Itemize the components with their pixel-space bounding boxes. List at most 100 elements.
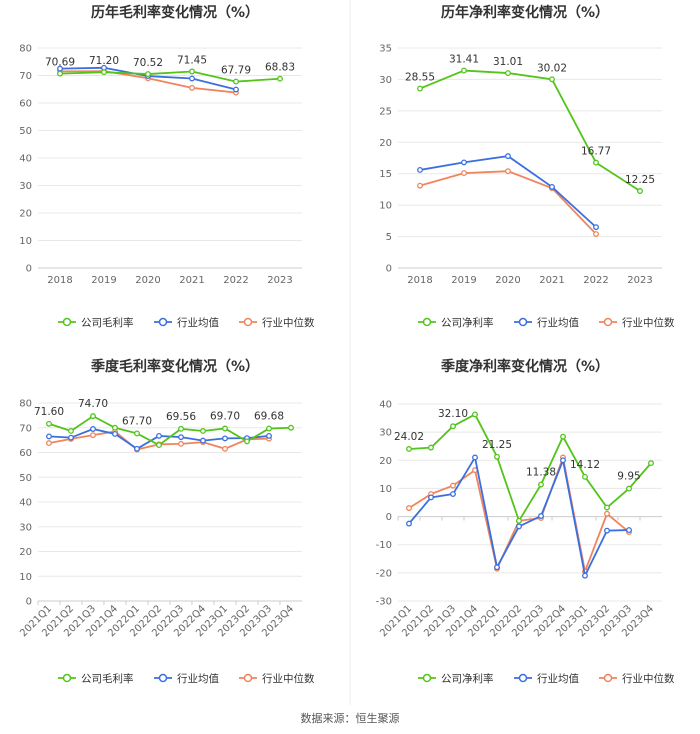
data-point (450, 423, 456, 430)
legend-item-industry_avg: 行业均值 (514, 316, 579, 329)
data-point (494, 453, 500, 460)
data-label: 30.02 (537, 62, 567, 74)
y-tick-label: 20 (19, 547, 32, 558)
series-company (46, 413, 294, 449)
legend-label: 行业中位数 (262, 672, 315, 685)
data-point (505, 70, 511, 77)
y-tick-label: 10 (19, 236, 32, 247)
data-point (222, 425, 228, 432)
data-point (428, 444, 434, 451)
y-tick-label: -20 (376, 568, 392, 579)
data-point (222, 435, 228, 442)
chart-title: 季度毛利率变化情况（%） (90, 358, 259, 375)
legend-item-industry_median: 行业中位数 (599, 672, 675, 685)
data-point (516, 517, 522, 524)
data-point (200, 437, 206, 444)
series-industry_avg (406, 454, 632, 579)
legend: 公司毛利率 行业均值 行业中位数 (58, 672, 315, 685)
data-point (68, 434, 74, 441)
series-line (408, 413, 652, 523)
data-point (189, 84, 195, 91)
y-tick-label: 35 (379, 44, 392, 55)
x-tick-label: 2023 (627, 275, 652, 286)
y-tick-label: 70 (19, 423, 32, 434)
chart-quarterly-gross: 季度毛利率变化情况（%）010203040506070802021Q12021Q… (18, 358, 315, 685)
legend-item-company: 公司毛利率 (58, 672, 134, 685)
data-label: 16.77 (581, 146, 611, 158)
legend-marker (603, 673, 613, 683)
data-point (266, 425, 272, 432)
legend-label: 公司净利率 (441, 672, 494, 685)
data-point (277, 75, 283, 82)
data-point (593, 224, 599, 231)
y-tick-label: 10 (379, 484, 392, 495)
data-label: 11.38 (526, 467, 556, 479)
legend-label: 行业中位数 (622, 316, 675, 329)
x-tick-label: 2018 (407, 275, 432, 286)
data-label: 31.41 (449, 54, 479, 66)
y-tick-label: 0 (26, 264, 32, 275)
data-label: 68.83 (265, 62, 295, 74)
y-tick-label: 10 (19, 572, 32, 583)
legend-label: 行业均值 (177, 672, 219, 685)
data-point (156, 432, 162, 439)
legend-label: 行业均值 (177, 316, 219, 329)
y-tick-label: 40 (379, 400, 392, 411)
legend-item-industry_avg: 行业均值 (154, 316, 219, 329)
data-point (461, 170, 467, 177)
data-point (178, 425, 184, 432)
data-point (112, 424, 118, 431)
y-tick-label: 0 (386, 512, 392, 523)
x-tick-label: 2022 (583, 275, 608, 286)
data-label: 69.56 (166, 411, 196, 423)
data-point (266, 432, 272, 439)
legend-item-industry_median: 行业中位数 (239, 672, 315, 685)
y-tick-label: 20 (19, 209, 32, 220)
data-point (145, 71, 151, 78)
data-label: 9.95 (617, 471, 640, 483)
data-point (516, 523, 522, 530)
data-point (288, 424, 294, 431)
data-point (637, 188, 643, 194)
y-tick-label: 0 (386, 264, 392, 275)
x-tick-label: 2018 (47, 275, 72, 286)
chart-title: 季度净利率变化情况（%） (440, 358, 609, 375)
legend-marker (243, 673, 253, 683)
legend-label: 公司毛利率 (81, 672, 134, 685)
series-industry_avg (57, 64, 239, 93)
legend-marker (603, 317, 613, 327)
data-point (593, 159, 599, 166)
series-line (419, 155, 597, 228)
data-label: 32.10 (438, 408, 468, 420)
data-point (461, 159, 467, 166)
series-company (57, 68, 283, 85)
x-tick-label: 2020 (135, 275, 160, 286)
legend-item-company: 公司净利率 (418, 672, 494, 685)
series-industry_median (46, 428, 272, 453)
data-point (560, 433, 566, 440)
series-company (406, 411, 654, 524)
data-source-text: 数据来源：恒生聚源 (301, 711, 400, 725)
data-point (494, 564, 500, 571)
y-tick-label: 30 (379, 75, 392, 86)
data-point (406, 520, 412, 527)
data-point (233, 86, 239, 93)
y-tick-label: 40 (19, 154, 32, 165)
data-point (560, 457, 566, 464)
series-industry_median (406, 454, 632, 575)
y-tick-label: -10 (376, 540, 392, 551)
y-tick-label: 20 (379, 456, 392, 467)
data-point (428, 494, 434, 501)
y-tick-label: 60 (19, 99, 32, 110)
data-point (593, 231, 599, 238)
data-point (46, 420, 52, 427)
data-point (549, 76, 555, 83)
data-label: 21.25 (482, 439, 512, 451)
data-point (46, 433, 52, 440)
y-tick-label: 40 (19, 498, 32, 509)
chart-quarterly-net: 季度净利率变化情况（%）-30-20-100102030402021Q12021… (376, 358, 675, 685)
chart-title: 历年毛利率变化情况（%） (91, 4, 259, 21)
series-industry_avg (417, 153, 599, 231)
data-point (101, 69, 107, 76)
